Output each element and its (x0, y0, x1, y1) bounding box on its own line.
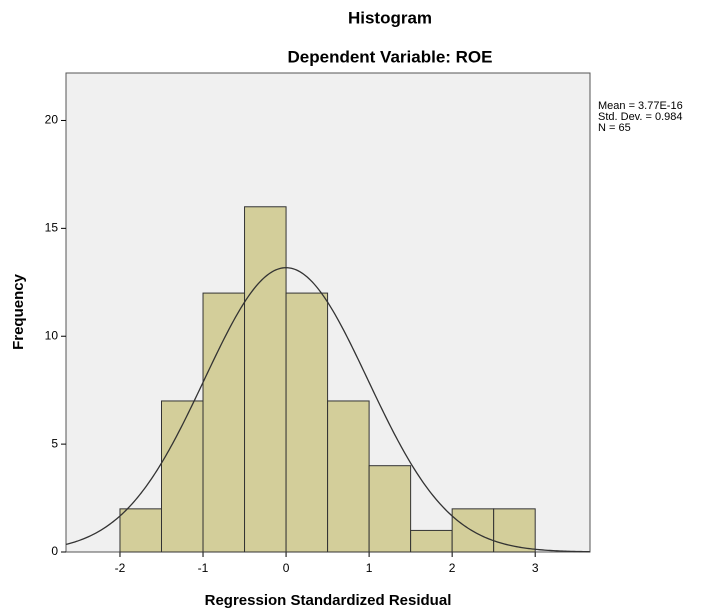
y-axis-label: Frequency (10, 273, 27, 350)
y-tick-label: 20 (45, 113, 59, 127)
stats-label: Std. Dev. = 0.984 (598, 111, 683, 123)
x-tick-label: 1 (366, 561, 373, 575)
chart-subtitle: Dependent Variable: ROE (288, 47, 493, 66)
x-axis-label: Regression Standardized Residual (205, 592, 452, 609)
stats-label: Mean = 3.77E-16 (598, 100, 683, 112)
chart-title: Histogram (348, 8, 432, 27)
x-tick-label: 3 (532, 561, 539, 575)
bar (451, 508, 495, 553)
stats-label: N = 65 (598, 122, 631, 134)
bar (410, 529, 453, 553)
x-tick-label: 2 (449, 561, 456, 575)
x-tick-label: -2 (115, 561, 126, 575)
x-tick-label: -1 (198, 561, 209, 575)
bar (160, 400, 204, 553)
y-tick-label: 15 (45, 221, 59, 235)
bar (285, 292, 329, 553)
bar (244, 206, 287, 553)
x-tick-label: 0 (283, 561, 290, 575)
y-tick-label: 5 (51, 436, 58, 450)
bar (119, 508, 162, 553)
bar (368, 465, 412, 553)
y-tick-label: 10 (45, 328, 59, 342)
y-tick-label: 0 (51, 544, 58, 558)
bar (493, 508, 536, 553)
normal-curve (65, 267, 591, 553)
bar (202, 292, 246, 553)
bar (327, 400, 370, 553)
